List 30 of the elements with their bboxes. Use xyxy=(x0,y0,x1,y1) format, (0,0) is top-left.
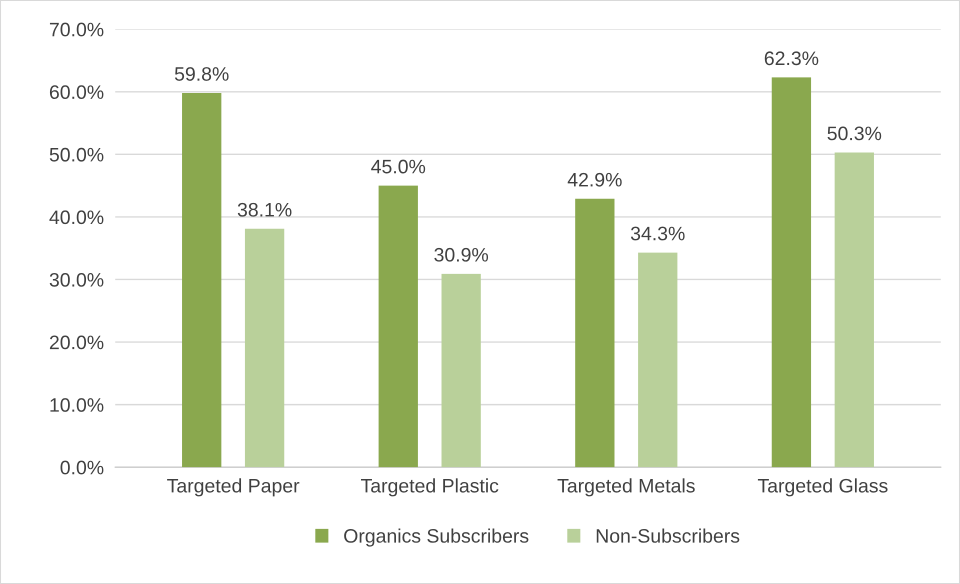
y-tick-label: 20.0% xyxy=(50,336,104,350)
x-tick-label: Targeted Metals xyxy=(558,478,695,496)
bar xyxy=(772,77,812,468)
y-tick-label: 0.0% xyxy=(60,460,104,474)
bar xyxy=(182,93,222,468)
legend-label: Organics Subscribers xyxy=(344,528,528,547)
bar xyxy=(244,228,284,468)
data-label: 34.3% xyxy=(630,226,685,240)
y-tick-label: 50.0% xyxy=(50,148,104,162)
data-label: 62.3% xyxy=(764,51,818,66)
y-tick-label: 70.0% xyxy=(50,22,104,36)
y-tick-label: 40.0% xyxy=(49,210,104,224)
data-label: 38.1% xyxy=(238,202,292,217)
data-label: 42.9% xyxy=(568,172,622,187)
bar xyxy=(378,186,418,468)
bar xyxy=(638,252,678,468)
data-label: 30.9% xyxy=(434,248,488,262)
data-label: 59.8% xyxy=(174,67,229,81)
bar xyxy=(442,274,481,468)
legend-label: Non-Subscribers xyxy=(596,528,740,543)
bar xyxy=(575,198,614,468)
y-tick-label: 10.0% xyxy=(50,398,104,412)
x-tick-label: Targeted Glass xyxy=(758,478,888,496)
y-tick-label: 30.0% xyxy=(50,272,104,287)
y-tick-label: 60.0% xyxy=(50,85,104,100)
x-tick-label: Targeted Paper xyxy=(167,478,300,496)
x-tick-label: Targeted Plastic xyxy=(360,478,498,496)
data-label: 45.0% xyxy=(371,160,426,174)
bar xyxy=(834,152,874,468)
data-label: 50.3% xyxy=(828,126,882,140)
